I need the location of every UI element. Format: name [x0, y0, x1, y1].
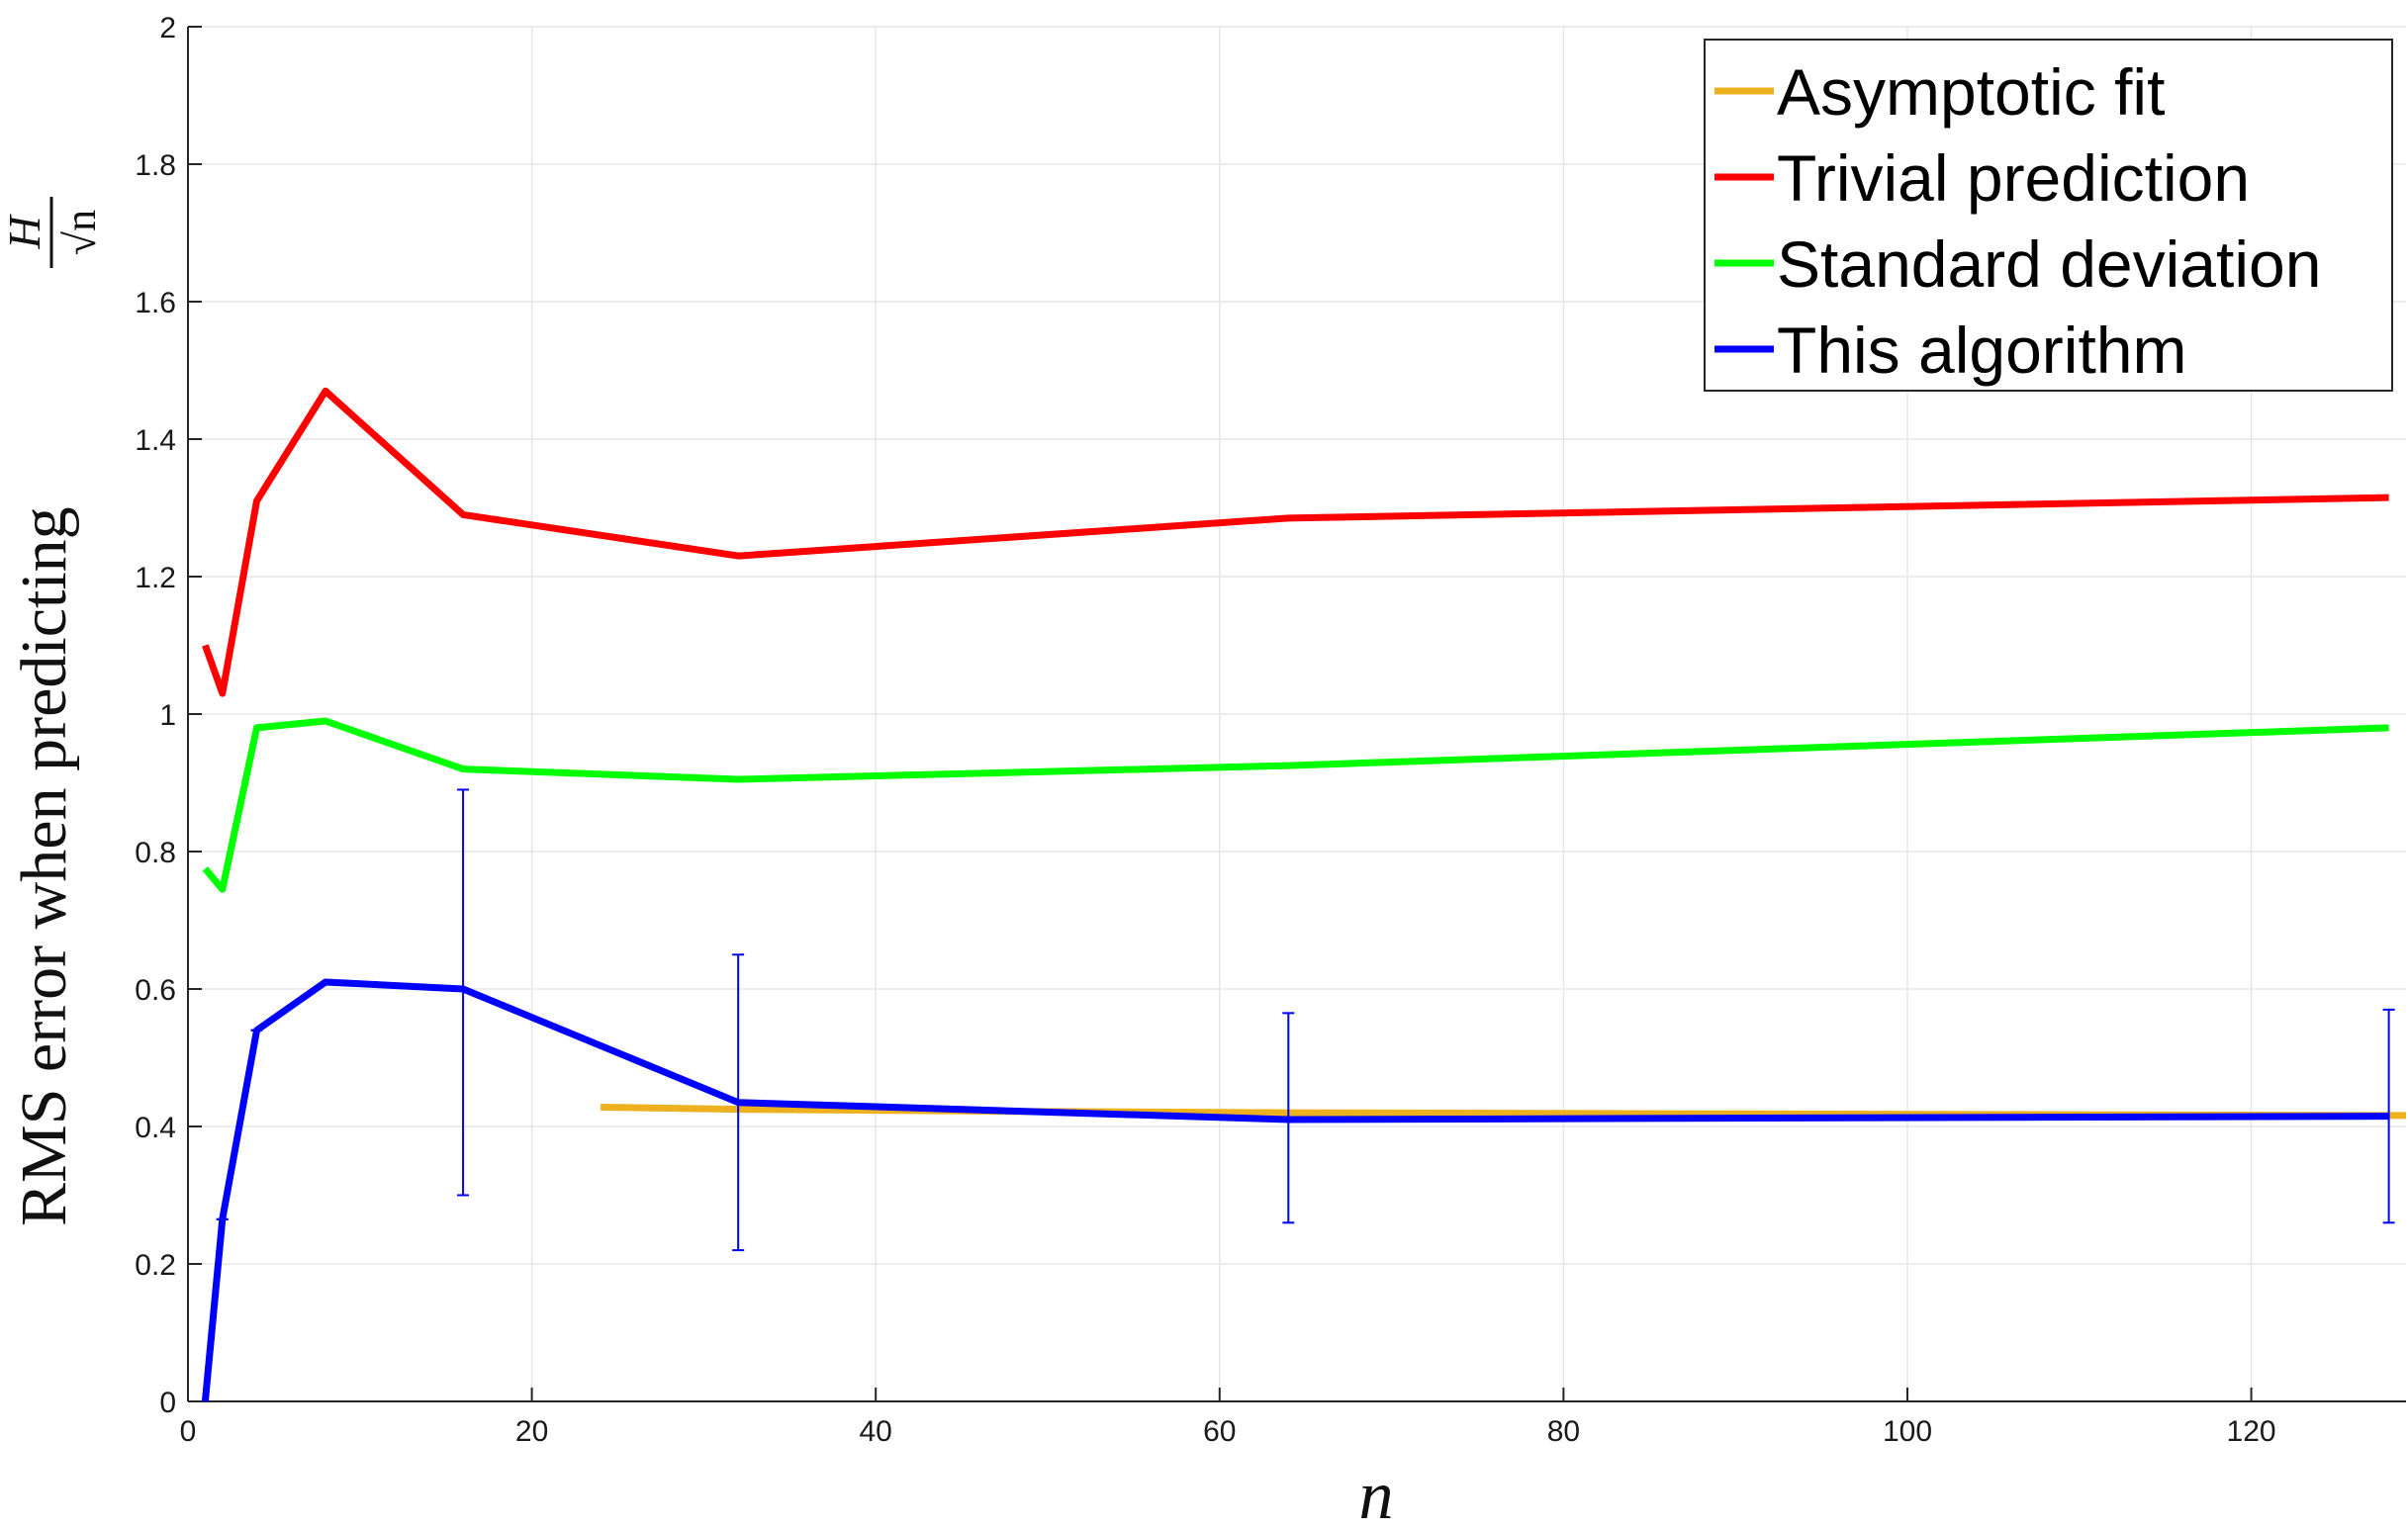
y-tick-label: 1.6 [135, 287, 176, 319]
x-tick-label: 120 [2227, 1415, 2276, 1448]
axes [187, 26, 2406, 1402]
y-axis-label-group: RMS error when predicting H √n [0, 197, 105, 1226]
y-tick-label: 0.6 [135, 974, 176, 1007]
x-tick-label: 60 [1203, 1415, 1236, 1448]
legend-entry: Asymptotic fit [1777, 55, 2165, 129]
y-tick-label: 1.2 [135, 562, 176, 594]
y-tick-label: 1 [159, 699, 176, 732]
x-tick-label: 80 [1547, 1415, 1580, 1448]
y-axis-label: RMS error when predicting [8, 506, 80, 1226]
y-tick-label: 0.2 [135, 1249, 176, 1282]
y-tick-label: 1.8 [135, 149, 176, 182]
y-tick-label: 0.8 [135, 837, 176, 869]
x-tick-label: 100 [1883, 1415, 1932, 1448]
x-axis-label: n [1359, 1458, 1394, 1529]
legend-entry: Trivial prediction [1777, 141, 2250, 215]
y-tick-label: 1.4 [135, 424, 176, 457]
y-tick-label: 0 [159, 1387, 176, 1419]
legend: Asymptotic fit Trivial prediction Standard… [1704, 39, 2393, 392]
x-tick-label: 0 [180, 1415, 197, 1448]
x-tick-label: 40 [860, 1415, 892, 1448]
series-line [202, 717, 2389, 893]
series-line [202, 387, 2389, 697]
y-tick-label: 0.4 [135, 1112, 176, 1144]
series-line [201, 978, 2389, 1402]
axis-labels: n RMS error when predicting H √n [0, 197, 1394, 1529]
y-axis-label-numerator: H [0, 214, 49, 250]
series-lines [201, 387, 2406, 1402]
y-axis-label-denominator: √n [56, 210, 105, 255]
legend-entry: Standard deviation [1777, 227, 2321, 301]
tick-labels: 0 20 40 60 80 100 120 0 0.2 0.4 0.6 0.8 1 1.2 1.4 1.6 1.… [135, 12, 2275, 1448]
legend-box [1704, 39, 2393, 392]
x-tick-label: 20 [515, 1415, 548, 1448]
legend-entry: This algorithm [1777, 314, 2186, 387]
y-tick-label: 2 [159, 12, 176, 45]
